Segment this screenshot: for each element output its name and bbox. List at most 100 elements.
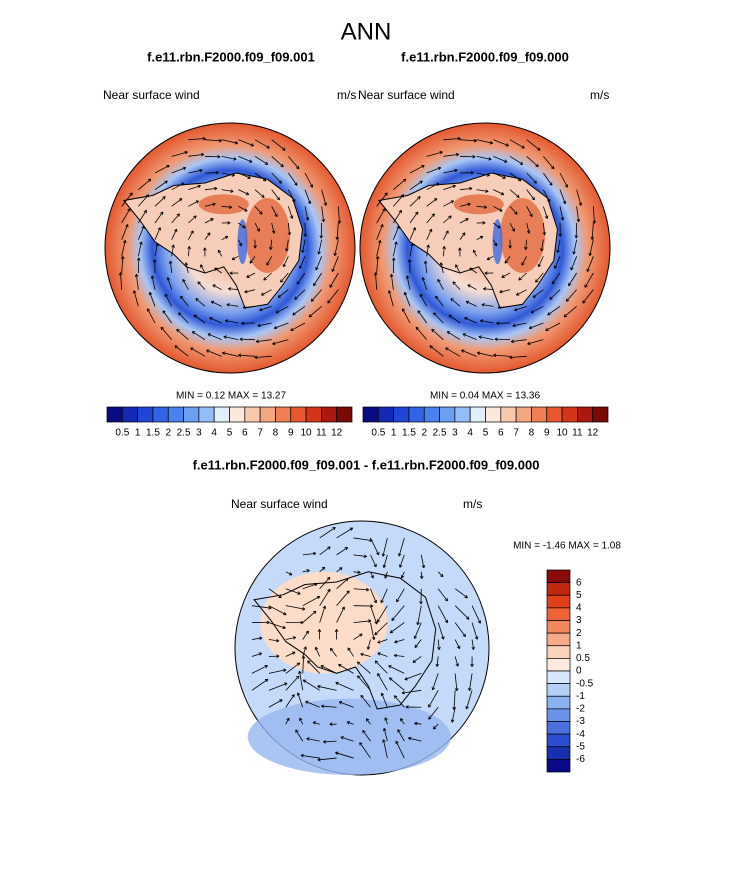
wind-arrow [559,206,564,221]
wind-arrow-head [497,225,501,229]
wind-arrow [432,673,439,691]
wind-arrow-head [456,645,461,650]
wind-arrow [204,218,214,224]
colorbar-box [546,658,571,672]
colorbar-label: 4 [576,603,582,614]
wind-arrow-head [592,220,597,224]
wind-arrow-head [312,610,317,615]
wind-arrow-head [225,319,229,323]
colorbar-box [531,406,548,423]
wind-arrow-head [576,218,581,223]
wind-arrow-head [486,173,490,177]
colorbar-label: -1 [576,691,585,702]
wind-arrow [493,354,511,357]
wind-arrow [272,339,289,345]
wind-arrow [121,256,124,274]
wind-arrow-head [224,235,229,240]
wind-arrow-head [590,236,595,240]
wind-arrow-head [402,308,406,312]
wind-arrow [147,308,156,324]
high-wind-region [198,194,249,215]
wind-arrow-head [421,277,426,281]
wind-arrow-head [259,636,263,641]
wind-arrow-head [472,154,476,159]
wind-arrow-head [371,636,376,640]
wind-arrow [282,256,289,268]
wind-arrow-head [391,257,396,261]
wind-arrow-head [407,259,412,263]
wind-arrow [537,256,544,268]
wind-arrow-head [199,168,203,173]
wind-arrow-head [329,722,333,727]
wind-arrow-head [334,629,339,633]
wind-arrow-head [345,578,349,582]
wind-arrow [437,571,444,578]
wind-arrow [374,660,388,674]
wind-arrow [388,290,394,307]
wind-arrow [187,246,190,257]
wind-arrow [409,180,423,190]
wind-arrow [292,306,306,316]
wind-arrow [443,169,458,174]
wind-arrow-head [335,236,340,240]
wind-arrow-head [230,189,234,193]
wind-arrow-head [574,235,579,239]
wind-arrow [170,260,173,274]
wind-arrow-head [373,563,377,568]
wind-arrow [497,305,511,308]
wind-arrow [197,281,206,290]
wind-arrow [417,605,422,625]
wind-arrow [336,590,350,606]
wind-arrow-head [313,551,317,556]
wind-arrow [138,178,152,190]
wind-arrow-head [329,284,333,288]
wind-arrow-head [499,289,503,294]
wind-arrow-head [271,230,276,234]
wind-arrow-head [317,251,321,255]
wind-arrow-head [450,298,454,302]
wind-arrow [335,682,354,691]
wind-arrow [346,721,354,725]
wind-arrow [336,222,339,240]
wind-arrow-head [292,198,296,203]
wind-arrow [383,554,388,568]
wind-arrow [455,264,461,274]
wind-arrow-head [282,668,287,673]
wind-arrow-head [359,742,363,746]
wind-arrow [402,308,411,324]
colorbar-label: 12 [587,428,599,439]
wind-arrow [319,527,336,539]
wind-arrow [476,172,490,176]
wind-arrow [384,571,388,579]
wind-arrow-head [380,224,384,228]
wind-arrow-head [238,242,243,247]
wind-arrow-head [568,282,572,287]
colorbar-box [546,632,571,647]
wind-arrow [171,182,185,191]
colorbar-label: 2 [421,428,427,439]
colorbar-box [137,406,154,423]
wind-arrow [209,317,222,324]
wind-arrow [501,272,511,278]
wind-arrow [366,718,371,725]
wind-arrow-head [382,739,386,743]
wind-arrow [192,331,206,341]
wind-arrow-head [454,168,458,173]
wind-arrow-head [554,265,558,269]
wind-arrow-head [382,564,387,568]
wind-arrow [543,156,555,170]
wind-arrow-head [206,349,210,353]
wind-arrow-head [514,211,518,215]
wind-arrow [431,328,444,340]
wind-arrow [190,347,206,357]
wind-arrow [336,547,348,556]
colorbar-box [546,569,571,583]
colorbar-box [229,406,246,423]
wind-arrow-head [365,718,370,722]
wind-arrow-head [261,194,265,198]
wind-arrow-head [209,317,213,321]
wind-arrow [323,740,337,743]
units-label: m/s [463,497,482,511]
wind-arrow-head [378,240,382,244]
wind-arrow-head [187,246,191,250]
